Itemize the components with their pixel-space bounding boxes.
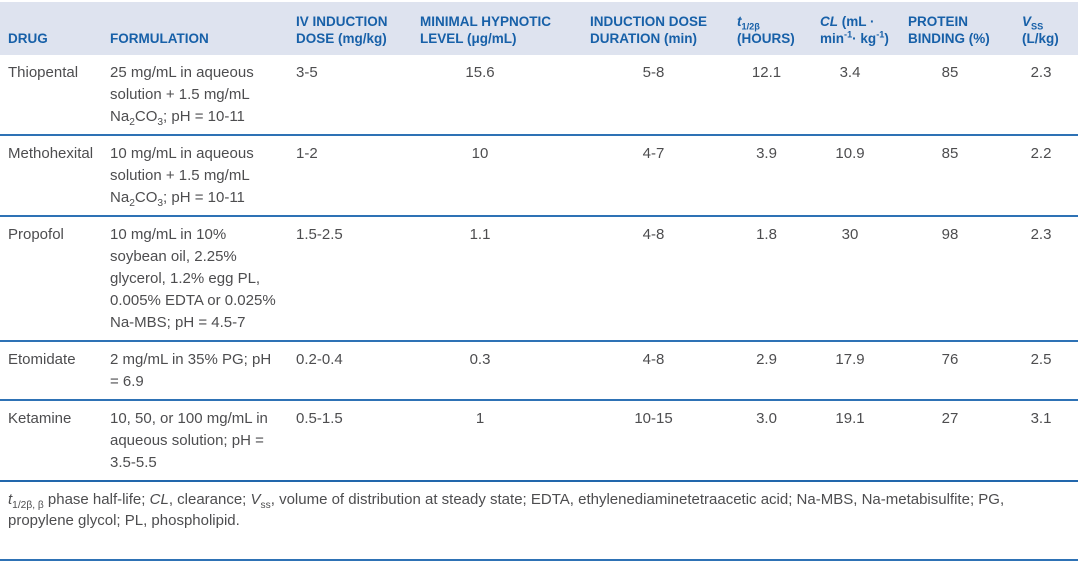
table-row: Ketamine 10, 50, or 100 mg/mL in aqueous … [0, 400, 1078, 481]
cell-protein_binding: 85 [941, 145, 959, 162]
cell-protein_binding: 76 [941, 351, 959, 368]
cell-vss: 2.3 [1030, 64, 1052, 81]
cell-vss: 2.2 [1030, 145, 1052, 162]
table-header: DRUG FORMULATION IV INDUCTION DOSE (mg/kg) M… [0, 2, 1078, 55]
cell-clearance: 17.9 [835, 351, 865, 368]
cell-duration: 4-7 [642, 145, 665, 162]
column-header-clearance: CL (mL · min-1· kg-1) [820, 2, 908, 55]
column-header-half_life: t1/2β (HOURS) [737, 2, 820, 55]
cell-hypnotic_level: 10 [471, 145, 489, 162]
cell-hypnotic_level: 15.6 [465, 64, 495, 81]
column-header-vss: VSS (L/kg) [1022, 2, 1078, 55]
cell-formulation: 10 mg/mL in aqueous solution + 1.5 mg/mL… [110, 145, 254, 209]
cell-half_life: 3.9 [756, 145, 777, 162]
column-header-drug: DRUG [0, 2, 110, 55]
cell-duration: 4-8 [642, 226, 665, 243]
cell-formulation: 25 mg/mL in aqueous solution + 1.5 mg/mL… [110, 64, 254, 128]
cell-vss: 2.3 [1030, 226, 1052, 243]
column-header-iv_dose: IV INDUCTION DOSE (mg/kg) [296, 2, 420, 55]
column-header-protein_binding: PROTEIN BINDING (%) [908, 2, 1022, 55]
cell-duration: 5-8 [642, 64, 665, 81]
cell-iv_dose: 0.5-1.5 [296, 410, 343, 427]
pharmacokinetics-table: DRUG FORMULATION IV INDUCTION DOSE (mg/kg) M… [0, 2, 1078, 482]
cell-iv_dose: 1-2 [296, 145, 318, 162]
column-header-formulation: FORMULATION [110, 2, 296, 55]
cell-clearance: 10.9 [835, 145, 865, 162]
cell-clearance: 19.1 [835, 410, 865, 427]
cell-clearance: 3.4 [839, 64, 861, 81]
cell-formulation: 2 mg/mL in 35% PG; pH = 6.9 [110, 351, 272, 390]
column-header-duration: INDUCTION DOSE DURATION (min) [590, 2, 737, 55]
cell-drug: Thiopental [8, 64, 79, 81]
cell-iv_dose: 0.2-0.4 [296, 351, 343, 368]
header-row: DRUG FORMULATION IV INDUCTION DOSE (mg/kg) M… [0, 2, 1078, 55]
cell-clearance: 30 [841, 226, 859, 243]
cell-hypnotic_level: 1.1 [469, 226, 491, 243]
cell-drug: Propofol [8, 226, 64, 243]
table-row: Thiopental 25 mg/mL in aqueous solution +… [0, 55, 1078, 135]
footnote: t1/2β, β phase half-life; CL, clearance;… [8, 491, 1005, 529]
cell-vss: 3.1 [1030, 410, 1052, 427]
cell-half_life: 1.8 [756, 226, 777, 243]
cell-protein_binding: 27 [941, 410, 959, 427]
table-row: Methohexital 10 mg/mL in aqueous solution… [0, 135, 1078, 216]
cell-half_life: 2.9 [756, 351, 777, 368]
column-header-hypnotic_level: MINIMAL HYPNOTIC LEVEL (μg/mL) [420, 2, 590, 55]
table-body: Thiopental 25 mg/mL in aqueous solution +… [0, 55, 1078, 481]
cell-duration: 4-8 [642, 351, 665, 368]
cell-protein_binding: 85 [941, 64, 959, 81]
cell-formulation: 10 mg/mL in 10% soybean oil, 2.25% glyce… [110, 226, 276, 331]
cell-formulation: 10, 50, or 100 mg/mL in aqueous solution… [110, 410, 268, 471]
cell-iv_dose: 1.5-2.5 [296, 226, 343, 243]
table-row: Propofol 10 mg/mL in 10% soybean oil, 2.2… [0, 216, 1078, 341]
cell-half_life: 3.0 [756, 410, 777, 427]
cell-duration: 10-15 [634, 410, 673, 427]
cell-drug: Etomidate [8, 351, 76, 368]
cell-hypnotic_level: 1 [475, 410, 485, 427]
cell-iv_dose: 3-5 [296, 64, 318, 81]
cell-half_life: 12.1 [751, 64, 782, 81]
table-row: Etomidate 2 mg/mL in 35% PG; pH = 6.9 0.2-… [0, 341, 1078, 400]
cell-protein_binding: 98 [941, 226, 959, 243]
cell-vss: 2.5 [1030, 351, 1052, 368]
cell-hypnotic_level: 0.3 [469, 351, 491, 368]
cell-drug: Methohexital [8, 145, 94, 162]
cell-drug: Ketamine [8, 410, 72, 427]
